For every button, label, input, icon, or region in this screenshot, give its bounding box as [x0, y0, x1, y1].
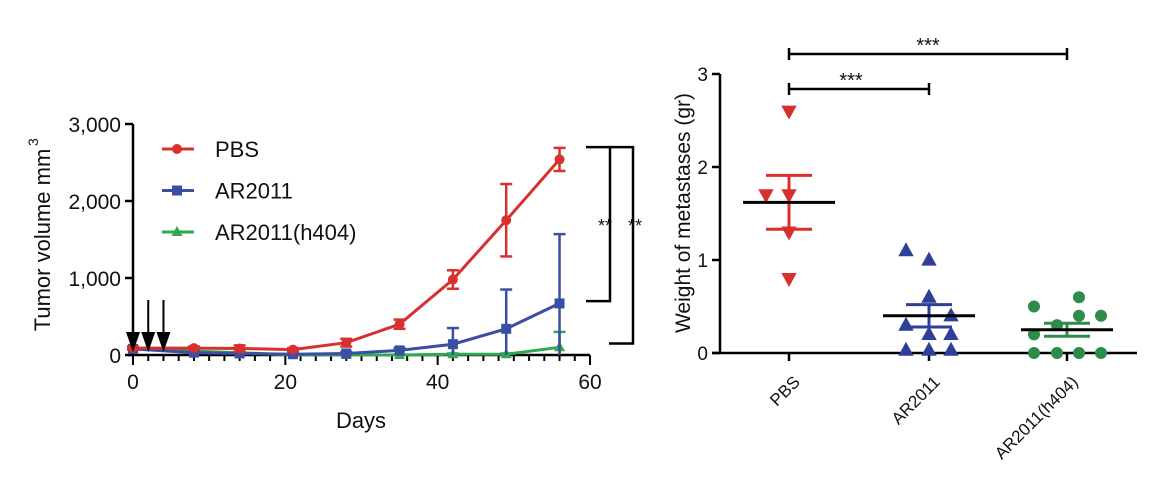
- significance-label: ***: [839, 70, 863, 92]
- data-point: [921, 326, 937, 340]
- data-point: [921, 251, 937, 266]
- data-point: [943, 326, 959, 340]
- data-point: [943, 341, 959, 356]
- x-tick-label: 0: [127, 371, 139, 394]
- significance-label: ***: [916, 35, 940, 57]
- data-point: [921, 341, 937, 356]
- data-point: [1095, 347, 1107, 359]
- data-point: [1073, 347, 1085, 359]
- data-point: [921, 288, 937, 303]
- data-point: [554, 154, 565, 165]
- y-tick-label: 0: [697, 344, 708, 365]
- data-point: [1073, 309, 1085, 322]
- data-point: [447, 339, 458, 350]
- metastases-weight-chart: Weight of metastases (gr) 0 1 2 3 PBS AR2011 A…: [672, 35, 1137, 463]
- y-tick-label: 1: [697, 251, 708, 272]
- data-point: [554, 298, 565, 309]
- data-point: [898, 341, 914, 356]
- data-point: [758, 189, 774, 204]
- data-point: [1051, 347, 1063, 359]
- data-point: [1028, 347, 1040, 359]
- series-pbs: [127, 146, 566, 355]
- data-point: [234, 343, 245, 354]
- significance-bracket: [586, 145, 612, 303]
- x-tick-label: AR2011: [888, 372, 944, 428]
- data-point: [1028, 300, 1040, 313]
- data-point: [1095, 309, 1107, 322]
- x-tick-label: AR2011(h404): [991, 372, 1082, 463]
- data-point: [501, 215, 512, 226]
- data-point: [341, 348, 352, 359]
- group-ar2011: [883, 242, 975, 356]
- data-point: [1028, 328, 1040, 341]
- significance-bracket: [609, 145, 635, 345]
- x-axis-label: Days: [336, 408, 386, 433]
- treatment-arrow-head: [156, 332, 171, 352]
- y-tick-label: 0: [109, 345, 121, 368]
- legend-label: AR2011(h404): [215, 220, 356, 245]
- legend: PBS AR2011 AR2011(h404): [162, 137, 356, 245]
- treatment-arrow-head: [141, 332, 156, 352]
- group-ar2011-h404-: [1021, 291, 1113, 359]
- data-point: [234, 348, 245, 359]
- y-axis-label: Tumor volume mm: [30, 149, 55, 332]
- data-point: [781, 273, 797, 287]
- y-tick-label: 2: [697, 158, 708, 179]
- data-point: [898, 242, 914, 257]
- legend-label: AR2011: [215, 179, 293, 204]
- data-point: [1073, 291, 1085, 304]
- series-line: [133, 158, 561, 352]
- y-axis-label-superscript: 3: [25, 138, 41, 146]
- tumor-volume-chart: Tumor volume mm 3 Days PBS AR2011 AR2011(h…: [25, 114, 642, 433]
- legend-marker: [172, 144, 182, 154]
- treatment-arrow-head: [126, 332, 140, 352]
- x-tick-label: 60: [578, 371, 601, 394]
- data-point: [287, 344, 298, 355]
- y-tick-label: 3: [697, 65, 708, 86]
- significance-label: **: [628, 216, 642, 236]
- y-axis-label: Weight of metastases (gr): [672, 93, 695, 333]
- legend-marker: [172, 185, 182, 196]
- group-pbs: [743, 105, 835, 287]
- x-tick-label: 20: [274, 371, 297, 394]
- data-point: [501, 323, 512, 334]
- legend-marker: [171, 226, 183, 236]
- y-tick-label: 1,000: [68, 268, 121, 291]
- data-point: [898, 316, 914, 331]
- significance-label: **: [598, 216, 612, 236]
- data-point: [447, 274, 458, 285]
- y-tick-label: 2,000: [68, 191, 121, 214]
- data-point: [394, 345, 405, 356]
- legend-label: PBS: [215, 137, 259, 162]
- data-point: [394, 319, 405, 330]
- x-tick-label: PBS: [766, 372, 803, 409]
- data-point: [781, 105, 797, 120]
- x-tick-label: 40: [426, 371, 449, 394]
- data-point: [341, 337, 352, 348]
- y-tick-label: 3,000: [68, 114, 121, 137]
- data-point: [188, 343, 199, 354]
